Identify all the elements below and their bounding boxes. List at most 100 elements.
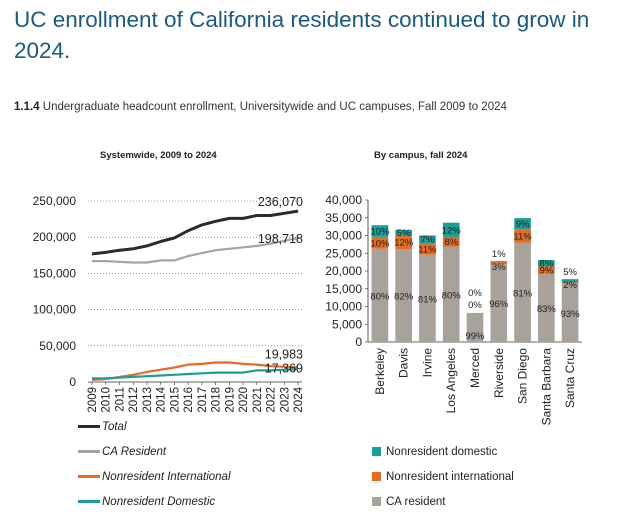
figure-number: 1.1.4 xyxy=(14,101,40,113)
series-line-nonres-intl xyxy=(91,361,299,381)
page-title: UC enrollment of California residents co… xyxy=(14,7,590,63)
y-tick-label: 15,000 xyxy=(325,282,362,296)
x-tick-label: 2021 xyxy=(252,387,264,413)
bar-segment-nonres-intl xyxy=(395,235,412,249)
y-tick-label: 200,000 xyxy=(33,230,77,244)
y-tick-label: 20,000 xyxy=(325,264,362,278)
bar-label-ca-resident: 96% xyxy=(489,299,509,310)
bar-chart: 0 5,000 10,000 15,000 20,000 25,000 30,000 35,0… xyxy=(325,193,582,426)
figure-caption: 1.1.4 Undergraduate headcount enrollment… xyxy=(14,101,507,113)
bar-label-ca-resident: 81% xyxy=(418,294,438,305)
y-tick-label: 30,000 xyxy=(325,229,362,243)
x-tick-label: 2010 xyxy=(101,387,113,413)
line-chart-title: Systemwide, 2009 to 2024 xyxy=(100,150,217,161)
x-tick-label: 2022 xyxy=(266,387,278,413)
legend-label-total: Total xyxy=(102,421,127,433)
x-category-label: Santa Cruz xyxy=(563,348,577,408)
legend-label-bar-ca-resident: CA resident xyxy=(386,496,446,508)
bar-segment-nonres-dom xyxy=(514,218,531,230)
bar-segment-nonres-intl xyxy=(561,282,579,284)
bar-segment-nonres-dom xyxy=(442,222,460,237)
legend-swatch-bar-ca-resident xyxy=(372,497,381,507)
bar-segment-ca-resident xyxy=(395,248,412,342)
bar-segment-nonres-intl xyxy=(371,236,389,249)
x-category-label: Berkeley xyxy=(373,348,387,395)
x-category-label: Santa Barbara xyxy=(539,348,553,426)
x-tick-label: 2012 xyxy=(128,387,140,413)
x-category-label: San Diego xyxy=(516,348,530,404)
x-category-label: Los Angeles xyxy=(444,348,458,413)
y-tick-label: 35,000 xyxy=(325,211,362,225)
bar-label-nonres-intl: 10% xyxy=(370,238,390,249)
bar-segment-ca-resident xyxy=(371,248,389,342)
y-tick-label: 0 xyxy=(69,375,76,389)
bar-label-nonres-intl: 2% xyxy=(563,280,577,291)
bar-label-nonres-dom: 0% xyxy=(468,288,482,299)
legend-swatch-total xyxy=(78,425,100,429)
bar-label-nonres-dom: 8% xyxy=(539,259,553,270)
bar-segment-ca-resident xyxy=(514,242,531,342)
legend-label-nonres-intl: Nonresident International xyxy=(102,471,231,483)
legend-swatch-bar-nonres-dom xyxy=(372,447,381,457)
bar-segment-nonres-dom xyxy=(561,279,579,283)
x-tick-label: 2024 xyxy=(293,386,305,412)
bar-label-ca-resident: 80% xyxy=(370,291,390,302)
x-category-label: Irvine xyxy=(420,348,434,378)
x-tick-label: 2016 xyxy=(183,387,195,413)
y-tick-label: 100,000 xyxy=(33,303,77,317)
bar-segment-nonres-dom xyxy=(490,261,508,262)
bar-segment-nonres-dom xyxy=(419,235,436,243)
x-category-label: Riverside xyxy=(492,348,506,398)
x-tick-label: 2017 xyxy=(197,387,209,413)
bar-segment-nonres-intl xyxy=(514,229,531,243)
bar-label-ca-resident: 99% xyxy=(465,331,485,342)
bar-label-nonres-dom: 7% xyxy=(421,235,435,246)
legend-swatch-bar-nonres-intl xyxy=(372,472,381,482)
legend-item-bar-ca-resident: CA resident xyxy=(372,496,445,508)
x-tick-label: 2018 xyxy=(211,387,223,413)
bar-segment-nonres-intl xyxy=(538,266,555,274)
bar-segment-ca-resident xyxy=(466,312,484,342)
bar-label-nonres-intl: 0% xyxy=(468,300,482,311)
bar-label-ca-resident: 83% xyxy=(537,304,557,315)
legend-item-total: Total xyxy=(78,421,127,433)
series-line-nonres-dom xyxy=(92,368,299,380)
bar-label-nonres-dom: 12% xyxy=(442,225,462,236)
bar-label-nonres-dom: 9% xyxy=(516,219,530,230)
legend-item-bar-nonres-intl: Nonresident international xyxy=(372,471,514,483)
bar-label-ca-resident: 82% xyxy=(394,291,414,302)
y-tick-label: 25,000 xyxy=(325,246,362,260)
bar-segment-nonres-dom xyxy=(538,259,555,267)
y-tick-label: 0 xyxy=(355,335,362,349)
x-tick-label: 2015 xyxy=(169,387,181,413)
bar-label-nonres-dom: 5% xyxy=(563,267,577,278)
bar-label-nonres-intl: 12% xyxy=(394,238,414,249)
end-label-ca-resident: 198,718 xyxy=(258,232,303,246)
bar-segment-ca-resident xyxy=(561,283,579,342)
bar-label-nonres-intl: 11% xyxy=(418,244,437,255)
legend-swatch-ca-resident xyxy=(78,450,100,454)
bar-label-nonres-intl: 11% xyxy=(513,231,532,242)
bar-segment-ca-resident xyxy=(442,246,460,342)
bar-label-ca-resident: 93% xyxy=(561,309,581,320)
x-tick-label: 2023 xyxy=(279,387,291,413)
x-tick-label: 2019 xyxy=(224,387,236,413)
legend-item-nonres-intl: Nonresident International xyxy=(78,471,231,483)
bar-segment-ca-resident xyxy=(490,264,508,342)
series-line-ca-resident xyxy=(92,237,299,264)
bar-segment-nonres-dom xyxy=(371,225,389,237)
end-label-nonres-intl: 19,983 xyxy=(265,348,303,362)
bar-label-nonres-intl: 3% xyxy=(492,262,506,273)
end-label-total: 236,070 xyxy=(258,195,303,209)
x-tick-label: 2013 xyxy=(142,387,154,413)
y-tick-label: 10,000 xyxy=(325,300,362,314)
x-category-label: Merced xyxy=(468,348,482,388)
bar-segment-nonres-intl xyxy=(490,261,508,265)
end-label-nonres-dom: 17,369 xyxy=(265,361,303,375)
series-line-total xyxy=(91,209,299,256)
x-category-label: Davis xyxy=(397,348,411,378)
bar-label-ca-resident: 81% xyxy=(513,288,533,299)
x-tick-label: 2014 xyxy=(156,386,168,412)
y-tick-label: 40,000 xyxy=(325,193,362,207)
